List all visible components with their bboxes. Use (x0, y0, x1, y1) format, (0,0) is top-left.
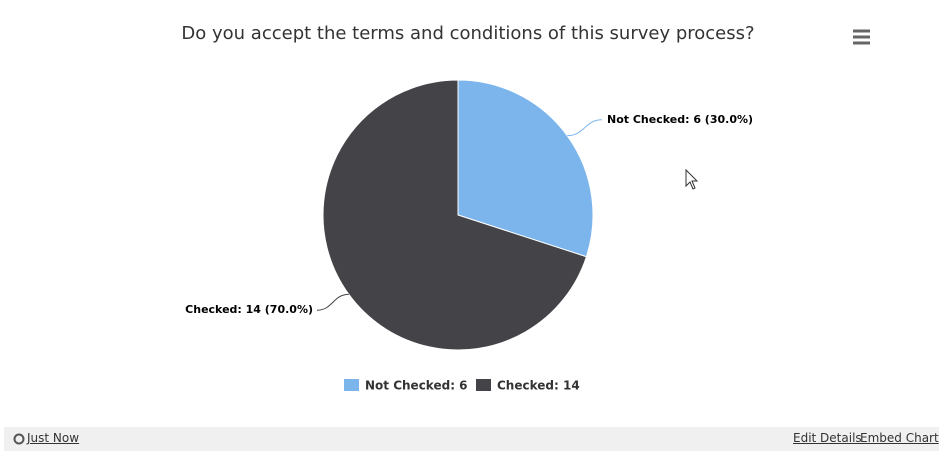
refresh-icon (13, 433, 25, 445)
chart-title: Do you accept the terms and conditions o… (181, 23, 754, 44)
refresh-ring (13, 433, 25, 445)
chart: Do you accept the terms and conditions o… (181, 23, 876, 393)
connector (316, 293, 349, 311)
connector (567, 119, 603, 137)
legend-label: Not Checked: 6 (365, 379, 468, 393)
data-label: Not Checked: 6 (30.0%) (607, 113, 753, 126)
embed-chart-link[interactable]: Embed Chart (860, 431, 939, 445)
data-label: Checked: 14 (70.0%) (185, 303, 313, 316)
pie-slice (457, 79, 594, 258)
menu-button[interactable] (848, 26, 876, 48)
cursor (685, 168, 699, 190)
refresh-link[interactable]: Just Now (27, 431, 80, 445)
legend-label: Checked: 14 (497, 379, 580, 393)
footer: Just Now Edit Details Embed Chart (4, 427, 939, 451)
legend-swatch (476, 379, 491, 391)
legend-swatch (344, 379, 359, 391)
pie-slice (322, 79, 588, 351)
edit-details-link[interactable]: Edit Details (793, 431, 862, 445)
